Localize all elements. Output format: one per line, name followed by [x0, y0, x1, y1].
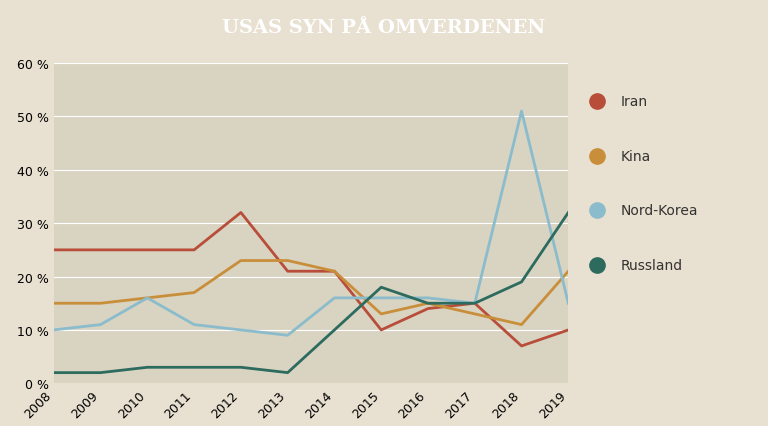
Text: Russland: Russland	[621, 258, 683, 272]
Text: Nord-Korea: Nord-Korea	[621, 204, 698, 218]
Text: Kina: Kina	[621, 150, 651, 164]
Text: Iran: Iran	[621, 95, 648, 109]
Text: USAS SYN PÅ OMVERDENEN: USAS SYN PÅ OMVERDENEN	[223, 19, 545, 37]
